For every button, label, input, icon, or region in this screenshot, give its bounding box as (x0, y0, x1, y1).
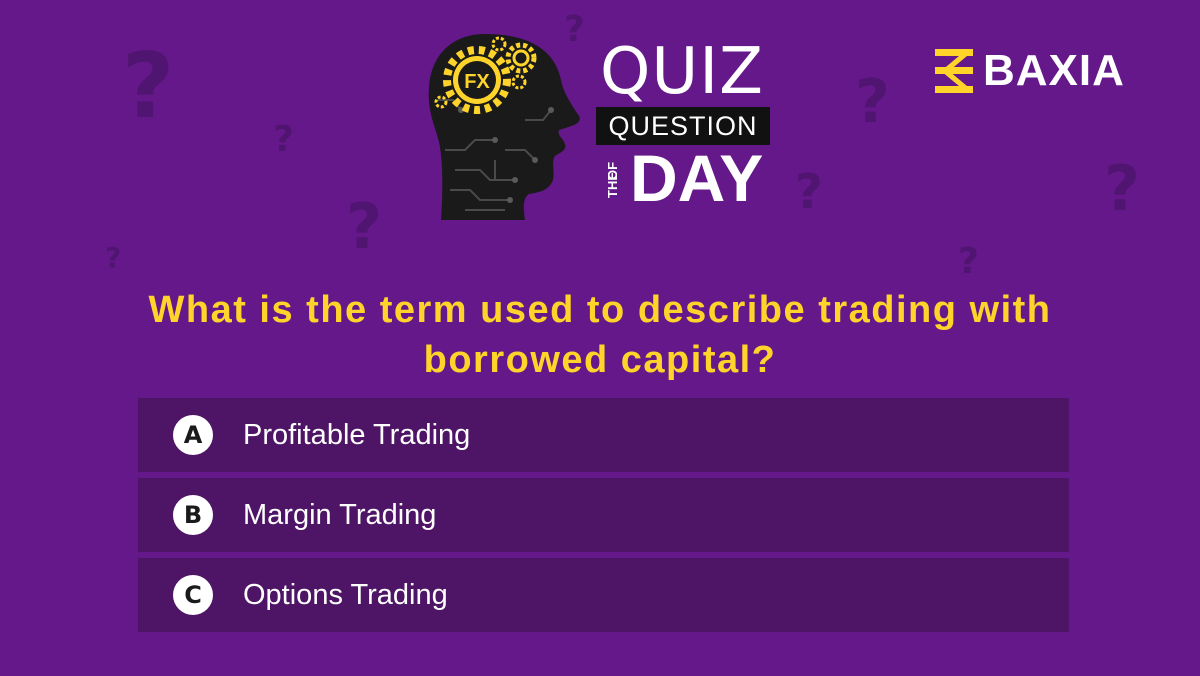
title-day: DAY (630, 141, 764, 215)
decor-question-mark: ? (105, 241, 122, 274)
decor-question-mark: ? (1104, 152, 1140, 225)
decor-question-mark: ? (855, 67, 890, 137)
brand-name: BAXIA (983, 46, 1125, 95)
question-text: What is the term used to describe tradin… (148, 289, 1052, 381)
decor-question-mark: ? (273, 119, 294, 160)
decor-question-mark: ? (346, 190, 382, 263)
decor-question-mark: ? (122, 34, 175, 139)
option-letter-badge: A (173, 415, 213, 455)
fx-gear-icon: FX (443, 46, 511, 114)
option-c[interactable]: C Options Trading (138, 558, 1069, 632)
decor-question-mark: ? (795, 164, 823, 220)
svg-text:FX: FX (464, 71, 490, 93)
option-label: Margin Trading (243, 498, 437, 531)
title-of-the: OF THE (600, 148, 626, 208)
option-a[interactable]: A Profitable Trading (138, 398, 1069, 472)
decor-question-mark: ? (958, 241, 979, 282)
answer-options: A Profitable Trading B Margin Trading C … (138, 398, 1069, 638)
option-b[interactable]: B Margin Trading (138, 478, 1069, 552)
small-gear-icon (505, 42, 537, 74)
decor-question-mark: ? (564, 9, 585, 50)
option-letter-badge: B (173, 495, 213, 535)
small-gear-icon (434, 95, 448, 109)
option-label: Profitable Trading (243, 418, 471, 451)
option-label: Options Trading (243, 578, 448, 611)
option-letter-badge: C (173, 575, 213, 615)
title-question: QUESTION (596, 107, 770, 145)
title-the: THE (605, 172, 620, 198)
brand-logo: BAXIA (935, 46, 1125, 95)
baxia-logo-icon (935, 49, 973, 93)
title-quiz: QUIZ (600, 35, 764, 109)
brain-head-icon: FX (428, 34, 580, 220)
small-gear-icon (491, 36, 507, 52)
small-gear-icon (511, 74, 527, 90)
